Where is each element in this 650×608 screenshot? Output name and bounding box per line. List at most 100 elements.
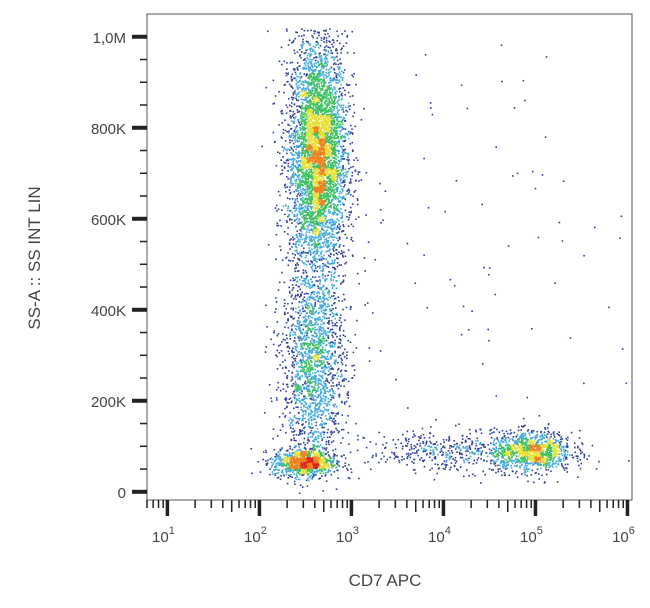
event-dot: [303, 174, 306, 176]
event-dot: [334, 170, 337, 172]
event-dot: [335, 188, 337, 190]
event-dot: [284, 83, 287, 86]
event-dot: [315, 133, 317, 136]
event-dot: [305, 118, 308, 120]
event-dot: [308, 231, 311, 234]
event-dot: [298, 339, 301, 342]
event-dot: [338, 80, 341, 83]
event-dot: [296, 221, 299, 224]
event-dot: [325, 165, 327, 167]
event-dot: [316, 455, 319, 458]
event-dot: [308, 92, 310, 94]
event-dot: [324, 74, 326, 76]
event-dot: [316, 152, 318, 154]
event-dot: [315, 44, 317, 46]
event-dot: [335, 158, 338, 160]
event-dot: [330, 79, 333, 82]
event-dot: [332, 80, 334, 82]
event-dot: [311, 269, 314, 272]
event-dot: [323, 144, 326, 146]
event-dot: [291, 78, 293, 81]
event-dot: [287, 98, 290, 100]
event-dot: [328, 250, 330, 252]
event-dot: [330, 141, 332, 143]
event-dot: [326, 95, 328, 97]
event-dot: [317, 240, 319, 243]
event-dot: [323, 193, 325, 195]
event-dot: [303, 237, 306, 240]
event-dot: [322, 169, 324, 172]
event-dot: [320, 146, 323, 149]
event-dot: [319, 106, 321, 109]
event-dot: [310, 260, 312, 262]
event-dot: [363, 108, 365, 110]
event-dot: [290, 105, 293, 108]
event-dot: [307, 62, 310, 65]
event-dot: [320, 255, 323, 258]
event-dot: [290, 146, 292, 149]
event-dot: [320, 104, 322, 106]
event-dot: [321, 186, 323, 189]
event-dot: [338, 150, 340, 152]
event-dot: [314, 131, 316, 133]
event-dot: [308, 126, 311, 128]
event-dot: [328, 175, 331, 177]
event-dot: [294, 198, 297, 200]
event-dot: [311, 81, 313, 83]
event-dot: [312, 259, 315, 262]
event-dot: [333, 272, 335, 274]
event-dot: [308, 285, 310, 288]
event-dot: [306, 63, 309, 65]
event-dot: [328, 115, 330, 118]
event-dot: [328, 118, 331, 121]
event-dot: [312, 357, 314, 360]
event-dot: [282, 425, 284, 428]
event-dot: [301, 252, 304, 254]
event-dot: [289, 158, 292, 161]
event-dot: [309, 253, 312, 256]
event-dot: [315, 193, 317, 196]
event-dot: [333, 106, 335, 108]
event-dot: [347, 137, 350, 140]
event-dot: [298, 301, 301, 303]
event-dot: [328, 154, 331, 156]
event-dot: [303, 176, 305, 178]
event-dot: [309, 123, 312, 125]
event-dot: [319, 178, 321, 181]
event-dot: [336, 117, 338, 120]
event-dot: [315, 110, 318, 112]
event-dot: [324, 171, 327, 173]
event-dot: [318, 374, 321, 376]
event-dot: [319, 69, 322, 72]
event-dot: [330, 129, 332, 132]
event-dot: [316, 258, 318, 260]
event-dot: [317, 340, 320, 343]
event-dot: [322, 113, 325, 115]
event-dot: [349, 206, 352, 209]
event-dot: [296, 157, 299, 159]
event-dot: [313, 154, 316, 157]
event-dot: [277, 386, 280, 389]
event-dot: [309, 170, 311, 173]
event-dot: [321, 208, 323, 211]
event-dot: [301, 153, 303, 155]
event-dot: [340, 121, 343, 123]
event-dot: [324, 53, 326, 55]
event-dot: [334, 116, 336, 119]
event-dot: [315, 123, 318, 125]
event-dot: [299, 166, 302, 168]
event-dot: [297, 120, 300, 123]
event-dot: [303, 210, 306, 213]
event-dot: [314, 216, 317, 218]
event-dot: [324, 332, 327, 335]
event-dot: [307, 281, 310, 283]
event-dot: [324, 147, 327, 149]
event-dot: [305, 104, 307, 107]
event-dot: [336, 59, 339, 62]
event-dot: [324, 207, 327, 210]
event-dot: [317, 173, 319, 175]
event-dot: [314, 177, 316, 180]
event-dot: [293, 116, 295, 119]
event-dot: [315, 85, 317, 87]
event-dot: [272, 103, 275, 105]
